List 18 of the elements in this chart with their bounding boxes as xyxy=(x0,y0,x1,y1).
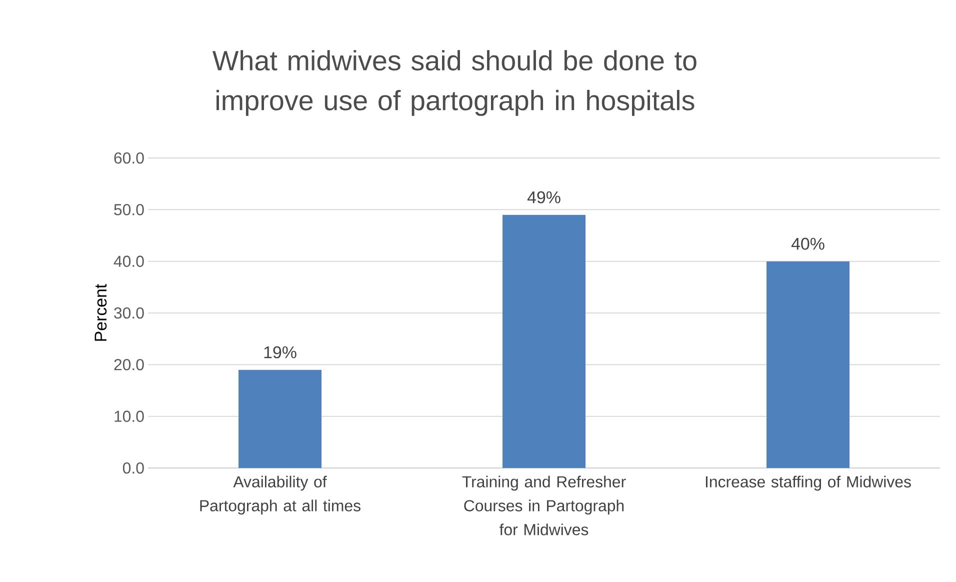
x-tick-label: Availability of Partograph at all times xyxy=(200,476,360,515)
data-label: 19% xyxy=(264,346,296,358)
y-tick-label: 50.0 xyxy=(114,204,144,216)
chart-title: What midwives said should be done to improve use of partograph in hospitals xyxy=(212,50,696,116)
bar xyxy=(502,214,586,468)
data-label: 49% xyxy=(527,191,560,204)
y-tick-label: 40.0 xyxy=(114,256,144,267)
y-tick-label: 20.0 xyxy=(114,359,144,370)
bar xyxy=(238,370,322,468)
x-tick-label: Increase staffing of Midwives xyxy=(706,476,911,491)
data-label: 40% xyxy=(791,238,824,250)
x-tick-label: Training and Refresher Courses in Partograph for Midwives xyxy=(462,476,626,536)
y-tick-label: 10.0 xyxy=(114,410,144,422)
y-tick-label: 30.0 xyxy=(114,307,144,319)
y-tick-label: 0.0 xyxy=(122,462,144,474)
bar xyxy=(766,261,850,468)
y-tick-label: 60.0 xyxy=(114,152,144,164)
y-axis-title: Percent xyxy=(94,284,107,341)
